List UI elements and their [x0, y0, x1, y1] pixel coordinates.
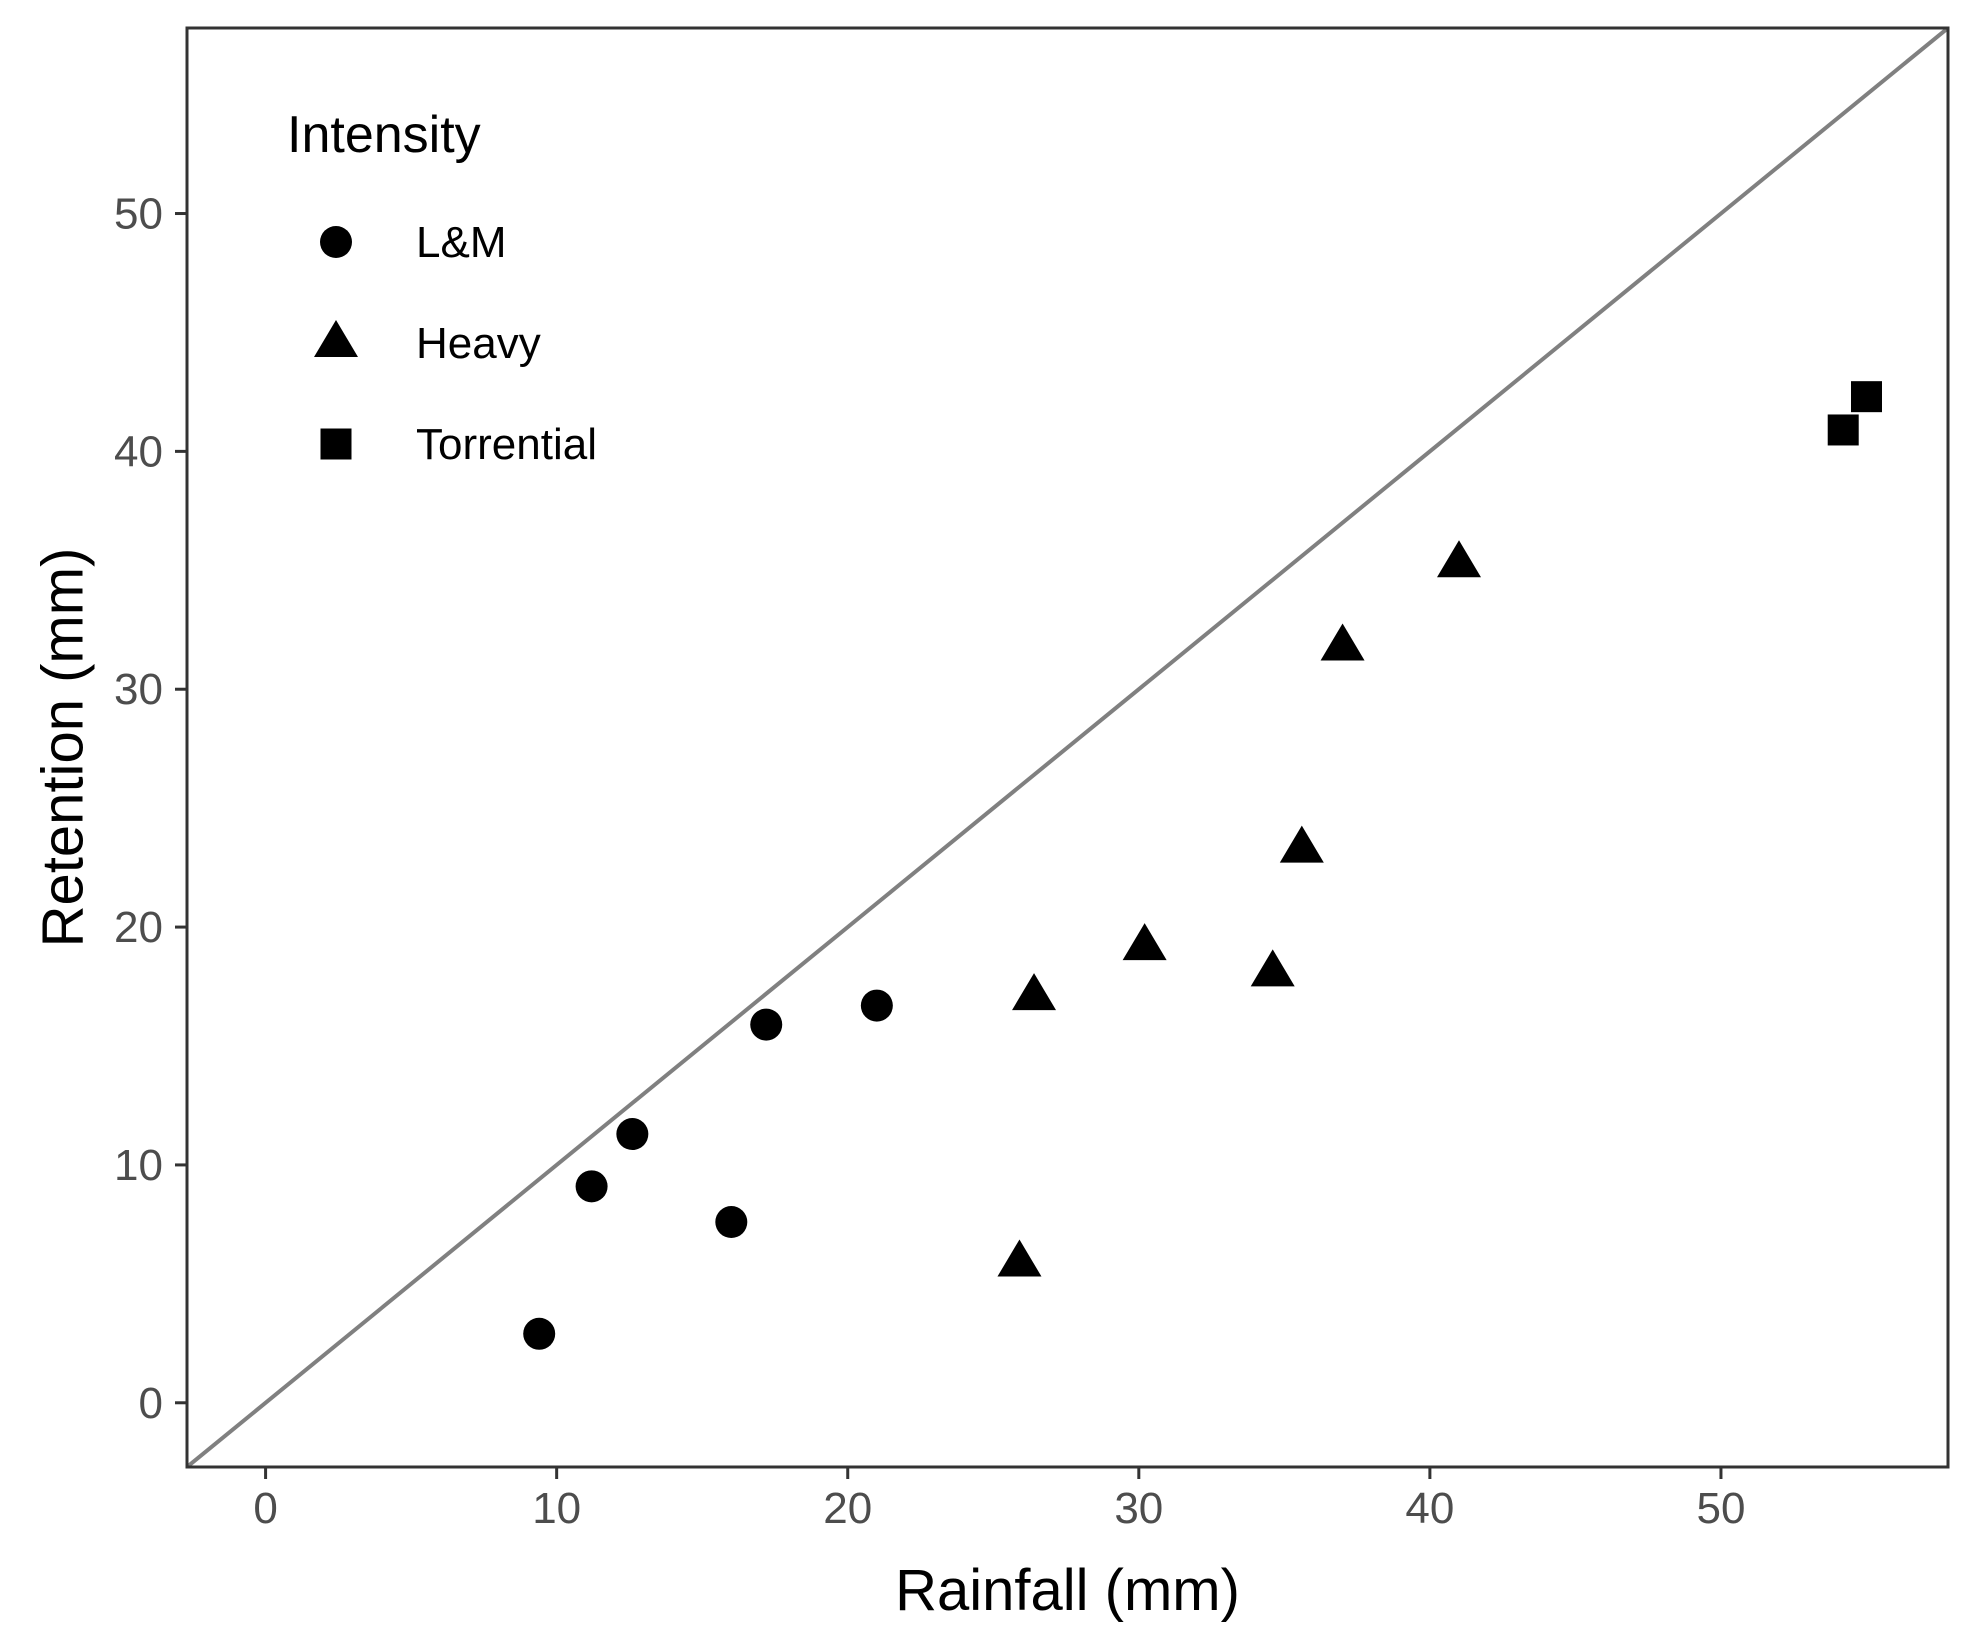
legend-entry-torrential: Torrential: [320, 420, 597, 469]
series-torrential: [1827, 381, 1882, 446]
x-tick-label: 10: [532, 1484, 581, 1533]
data-point-triangle: [1122, 923, 1167, 961]
data-point-circle: [575, 1170, 608, 1203]
x-tick-label: 50: [1696, 1484, 1745, 1533]
legend-triangle-icon: [314, 320, 358, 358]
panel-border: [185, 26, 1950, 1469]
plot-area: [187, 28, 1948, 1467]
legend-label: L&M: [416, 218, 506, 267]
y-tick-label: 20: [114, 903, 163, 952]
data-point-triangle: [1250, 949, 1295, 987]
series-heavy: [997, 540, 1481, 1277]
data-point-circle: [715, 1206, 748, 1239]
data-point-square: [1850, 381, 1882, 413]
y-tick-label: 50: [114, 190, 163, 239]
legend-circle-icon: [320, 226, 352, 258]
x-tick-label: 30: [1114, 1484, 1163, 1533]
y-axis-title: Retention (mm): [30, 548, 95, 948]
legend-label: Torrential: [416, 420, 597, 469]
series-l-m: [523, 989, 893, 1350]
legend-entry-heavy: Heavy: [314, 319, 541, 368]
data-point-triangle: [1012, 973, 1057, 1011]
y-tick-label: 0: [139, 1379, 163, 1428]
reference-line-1to1: [187, 28, 1948, 1467]
data-point-circle: [523, 1317, 556, 1350]
axes: 0 10 20 30 40 50 0 10 20 30 40 50 Rainfall (mm) Reten…: [30, 26, 1950, 1623]
data-point-triangle: [997, 1239, 1042, 1277]
legend: Intensity L&M Heavy Torrential: [287, 106, 597, 469]
data-point-square: [1827, 414, 1859, 446]
x-axis-title: Rainfall (mm): [895, 1558, 1240, 1623]
y-tick-label: 40: [114, 427, 163, 476]
data-point-circle: [750, 1008, 783, 1041]
legend-square-icon: [320, 428, 352, 460]
legend-entry-l-m: L&M: [320, 218, 506, 267]
data-point-triangle: [1436, 540, 1481, 578]
y-tick-label: 10: [114, 1141, 163, 1190]
data-point-circle: [860, 989, 893, 1022]
x-tick-label: 0: [253, 1484, 277, 1533]
data-point-triangle: [1320, 623, 1365, 661]
x-tick-label: 20: [823, 1484, 872, 1533]
data-point-circle: [616, 1118, 649, 1151]
data-point-triangle: [1279, 825, 1324, 863]
x-tick-label: 40: [1405, 1484, 1454, 1533]
legend-label: Heavy: [416, 319, 541, 368]
legend-title: Intensity: [287, 106, 481, 164]
y-tick-label: 30: [114, 665, 163, 714]
